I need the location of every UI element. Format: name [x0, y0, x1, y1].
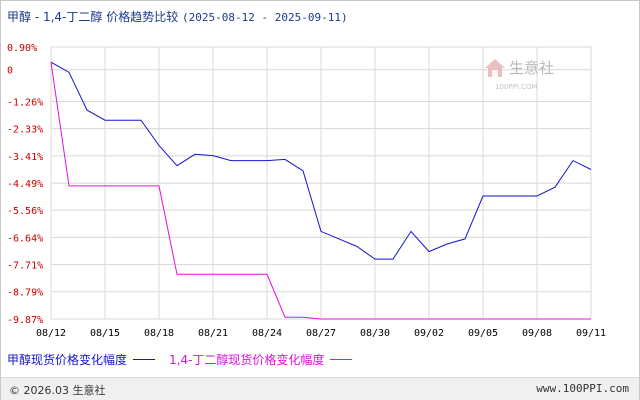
y-tick-label: -2.33%: [7, 125, 43, 136]
chart-plot: 生意社 100PPI.COM 0.90% 0 -1.26% -2.33% -3.41% -…: [7, 43, 606, 339]
y-tick-label: 0.90%: [7, 43, 37, 54]
grid-layer: [50, 46, 592, 320]
y-axis-ticks: 0.90% 0 -1.26% -2.33% -3.41% -4.49% -5.56% -6.6…: [7, 43, 43, 326]
x-tick-label: 08/24: [252, 328, 282, 339]
legend-label-series2: 1,4-丁二醇现货价格变化幅度: [169, 353, 325, 367]
legend-label-series1: 甲醇现货价格变化幅度: [7, 353, 128, 367]
x-tick-label: 08/12: [36, 328, 66, 339]
x-tick-label: 08/27: [306, 328, 336, 339]
x-tick-label: 08/15: [90, 328, 120, 339]
x-tick-label: 08/30: [360, 328, 390, 339]
watermark-url: 100PPI.COM: [495, 83, 538, 91]
y-tick-label: -5.56%: [7, 206, 43, 217]
series-line-2: [50, 62, 591, 320]
legend: 甲醇现货价格变化幅度 1,4-丁二醇现货价格变化幅度: [7, 351, 366, 368]
y-tick-label: -4.49%: [7, 179, 43, 190]
house-icon: [485, 59, 505, 77]
chart-title: 甲醇 - 1,4-丁二醇 价格趋势比较 (2025-08-12 - 2025-0…: [7, 8, 348, 25]
x-axis-ticks: 08/12 08/15 08/18 08/21 08/24 08/27 08/30 09/02…: [36, 328, 606, 339]
legend-item-series2: 1,4-丁二醇现货价格变化幅度: [169, 351, 353, 368]
watermark-text: 生意社: [509, 59, 554, 77]
legend-item-series1: 甲醇现货价格变化幅度: [7, 351, 156, 368]
y-tick-label: -8.79%: [7, 288, 43, 299]
x-tick-label: 09/08: [522, 328, 552, 339]
x-tick-label: 09/05: [468, 328, 498, 339]
y-tick-label: 0: [7, 66, 13, 77]
footer-bar: © 2026.03 生意社 www.100PPI.com: [1, 377, 639, 400]
legend-line-series1: [133, 359, 156, 360]
x-tick-label: 09/02: [414, 328, 444, 339]
chart-title-range: (2025-08-12 - 2025-09-11): [182, 11, 348, 24]
y-tick-label: -9.87%: [7, 315, 43, 326]
y-tick-label: -7.71%: [7, 260, 43, 271]
series-line-1: [50, 61, 592, 260]
series-layer: [50, 61, 592, 320]
x-tick-label: 08/21: [198, 328, 228, 339]
x-tick-label: 09/11: [576, 328, 606, 339]
x-tick-label: 08/18: [144, 328, 174, 339]
y-tick-label: -1.26%: [7, 98, 43, 109]
footer-copyright: © 2026.03 生意社: [9, 384, 106, 397]
watermark-logo: 生意社 100PPI.COM: [485, 59, 554, 91]
chart-title-main: 甲醇 - 1,4-丁二醇 价格趋势比较: [7, 10, 179, 24]
legend-line-series2: [330, 359, 353, 360]
y-tick-label: -6.64%: [7, 233, 43, 244]
footer-site-link[interactable]: www.100PPI.com: [536, 382, 629, 395]
y-tick-label: -3.41%: [7, 152, 43, 163]
